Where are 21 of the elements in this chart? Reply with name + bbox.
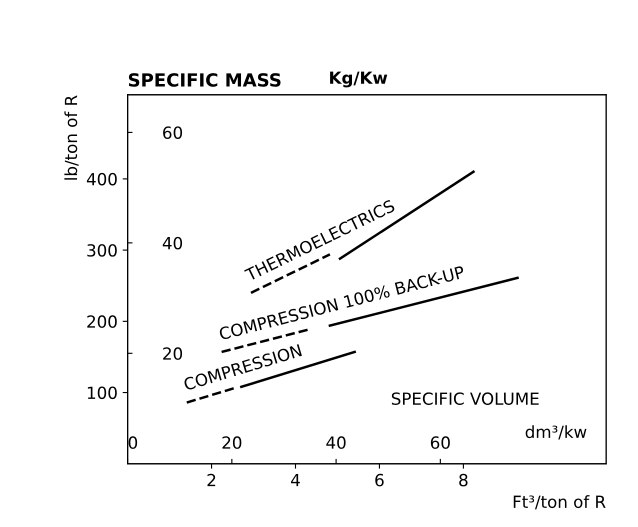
y-tick-label: 300 bbox=[87, 244, 117, 257]
y-axis-title: lb/ton of R bbox=[64, 95, 79, 180]
y2-tick-label: 60 bbox=[163, 126, 182, 139]
x-tick-label: 6 bbox=[375, 474, 384, 486]
x2-tick-label: 60 bbox=[430, 436, 450, 449]
x2-axis-title: dm³/kw bbox=[526, 425, 586, 440]
x-tick-label: 4 bbox=[291, 474, 300, 486]
x2-tick-label: 20 bbox=[222, 436, 242, 449]
y-tick-label: 400 bbox=[86, 172, 117, 186]
y-tick-label: 100 bbox=[88, 386, 117, 400]
y2-tick-label: 20 bbox=[163, 347, 182, 360]
x-tick-label: 8 bbox=[459, 474, 468, 486]
annotation: SPECIFIC VOLUME bbox=[392, 392, 539, 405]
y2-axis-title: Kg/Kw bbox=[330, 72, 388, 88]
y-tick-label: 200 bbox=[87, 315, 117, 328]
x2-tick-label: 40 bbox=[326, 436, 346, 449]
y2-tick-label: 40 bbox=[162, 236, 182, 250]
x2-tick-label: 0 bbox=[128, 436, 138, 449]
chart-title: SPECIFIC MASS bbox=[128, 73, 281, 87]
x-axis-title: Ft³/ton of R bbox=[514, 495, 606, 510]
x-tick-label: 2 bbox=[207, 474, 216, 486]
